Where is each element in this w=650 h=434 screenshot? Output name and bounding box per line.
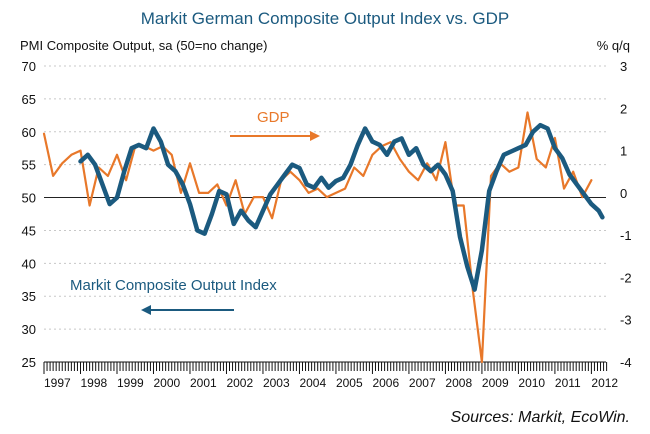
y-axis-left-ticks: 70 65 60 55 50 45 40 35 30 25	[22, 59, 36, 370]
x-tick-label: 2004	[299, 376, 326, 390]
pmi-annotation-label: Markit Composite Output Index	[70, 277, 277, 294]
y-right-tick-label: -4	[620, 355, 632, 370]
y-left-tick-label: 50	[22, 191, 36, 206]
x-tick-label: 2010	[518, 376, 545, 390]
y-axis-left-label: PMI Composite Output, sa (50=no change)	[20, 38, 268, 53]
y-left-tick-label: 45	[22, 223, 36, 238]
y-left-tick-label: 30	[22, 322, 36, 337]
x-tick-label: 1998	[80, 376, 107, 390]
y-right-tick-label: 0	[620, 186, 627, 201]
y-left-tick-label: 55	[22, 158, 36, 173]
x-tick-label: 2005	[336, 376, 363, 390]
y-right-tick-label: -2	[620, 270, 632, 285]
gdp-arrow-head	[310, 131, 320, 141]
y-left-tick-label: 65	[22, 92, 36, 107]
x-tick-label: 2007	[409, 376, 436, 390]
source-note: Sources: Markit, EcoWin.	[451, 409, 630, 426]
series-layer	[42, 111, 605, 364]
y-left-tick-label: 25	[22, 355, 36, 370]
x-tick-label: 1999	[117, 376, 144, 390]
pmi-annotation: Markit Composite Output Index	[70, 277, 277, 315]
y-left-tick-label: 40	[22, 256, 36, 271]
x-tick-label: 2000	[153, 376, 180, 390]
x-tick-label: 2001	[190, 376, 217, 390]
y-right-tick-label: -1	[620, 228, 632, 243]
y-left-tick-label: 35	[22, 289, 36, 304]
pmi-composite-series-line	[78, 122, 605, 292]
chart-title: Markit German Composite Output Index vs.…	[141, 9, 509, 28]
x-tick-label: 2012	[591, 376, 618, 390]
x-tick-label: 2003	[263, 376, 290, 390]
x-tick-label: 2009	[482, 376, 509, 390]
gdp-annotation: GDP	[230, 109, 320, 141]
y-left-tick-label: 60	[22, 125, 36, 140]
gridlines	[44, 65, 606, 330]
pmi-arrow-head	[141, 305, 151, 315]
x-tick-label: 2002	[226, 376, 253, 390]
y-right-tick-label: 2	[620, 101, 627, 116]
y-right-tick-label: 3	[620, 59, 627, 74]
x-tick-label: 2008	[445, 376, 472, 390]
x-axis: 1997 1998 1999 2000 2001 2002 2003 2004 2005 2006…	[43, 361, 618, 390]
y-axis-right-ticks: 3 2 1 0 -1 -2 -3 -4	[620, 59, 632, 370]
x-tick-label: 2006	[372, 376, 399, 390]
gdp-annotation-label: GDP	[257, 109, 290, 126]
x-tick-label: 2011	[555, 376, 581, 390]
y-left-tick-label: 70	[22, 59, 36, 74]
y-right-tick-label: -3	[620, 313, 632, 328]
x-tick-label: 1997	[44, 376, 71, 390]
y-right-tick-label: 1	[620, 144, 627, 159]
y-axis-right-label: % q/q	[597, 38, 630, 53]
